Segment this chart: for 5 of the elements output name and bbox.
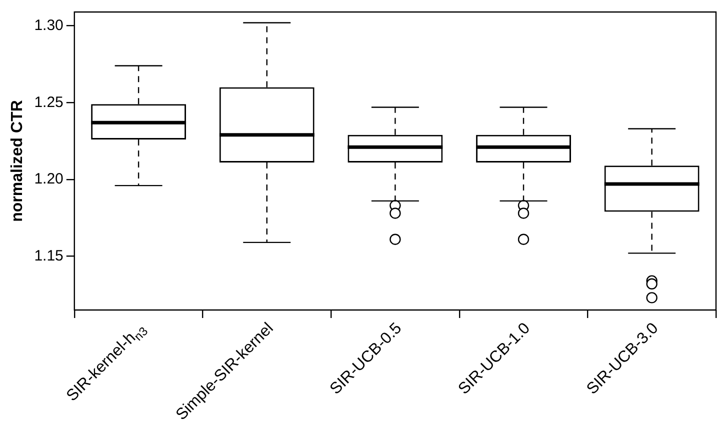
y-axis-title: normalized CTR — [9, 100, 26, 222]
y-tick-label: 1.15 — [34, 247, 64, 264]
y-tick-label: 1.20 — [34, 170, 64, 188]
y-tick-label: 1.30 — [34, 16, 64, 34]
y-tick-label: 1.25 — [34, 94, 64, 111]
